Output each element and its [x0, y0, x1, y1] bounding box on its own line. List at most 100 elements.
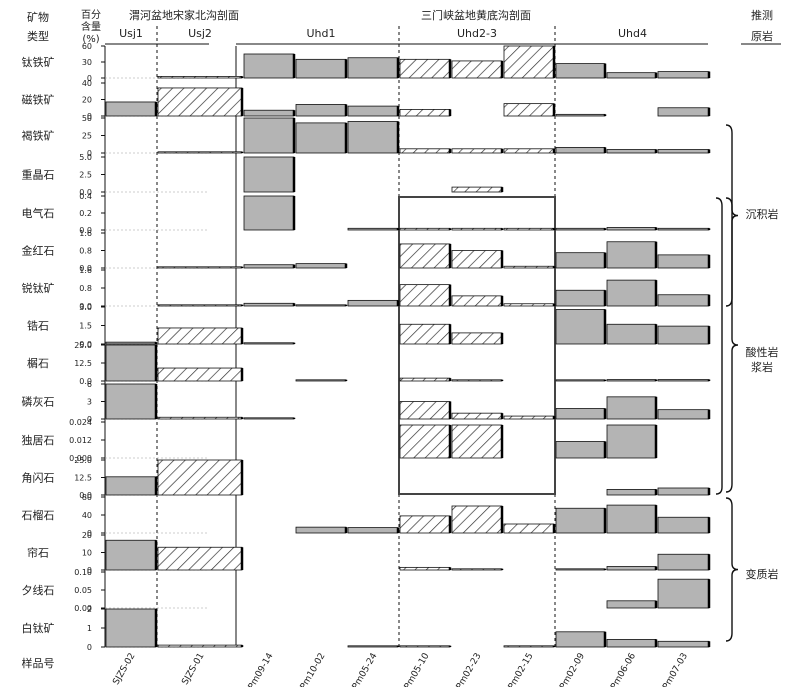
bar-pm05-10 — [399, 424, 451, 459]
tick-label: 50 — [82, 114, 92, 123]
bar-pm02-15 — [503, 645, 555, 648]
bar-sjzs-01 — [157, 327, 243, 345]
bar-pm02-09 — [555, 63, 606, 79]
mineral-type-header-2: 类型 — [27, 29, 49, 43]
bar-pm07-03 — [657, 107, 710, 117]
bar-pm02-09 — [555, 631, 606, 648]
bar-pm05-10 — [399, 566, 451, 571]
chart-bars — [105, 45, 711, 648]
bar-pm07-03 — [657, 71, 710, 79]
bar-pm06-06 — [606, 227, 657, 231]
tick-label: 0 — [87, 566, 92, 575]
bar-pm06-06 — [606, 149, 657, 154]
bar-sjzs-01 — [157, 76, 243, 79]
bar-pm05-10 — [399, 243, 451, 269]
bar-sjzs-02 — [105, 344, 157, 382]
mineral-label: 锆石 — [27, 320, 49, 333]
mineral-label: 磁铁矿 — [22, 94, 55, 107]
bar-pm09-14 — [243, 195, 295, 231]
bar-pm02-09 — [555, 289, 606, 307]
mineral-label: 榍石 — [27, 356, 49, 370]
bar-pm07-03 — [657, 553, 710, 571]
tick-label: 12.5 — [74, 474, 92, 483]
bar-pm10-02 — [295, 263, 347, 269]
bar-pm06-06 — [606, 488, 657, 496]
tick-label: 0.012 — [69, 436, 92, 445]
mineral-label: 独居石 — [22, 434, 55, 447]
tick-label: 0.8 — [79, 247, 92, 256]
mineral-label: 重晶石 — [22, 168, 55, 182]
bar-pm06-06 — [606, 639, 657, 648]
bar-pm05-10 — [399, 377, 451, 382]
protolith-label-0: 沉积岩 — [746, 207, 779, 221]
bar-pm07-03 — [657, 294, 710, 307]
bar-pm02-23 — [451, 148, 503, 154]
tick-label: 20 — [82, 96, 92, 105]
bar-sjzs-01 — [157, 367, 243, 382]
bar-pm05-10 — [399, 645, 451, 648]
sample-label: SJZS-02 — [111, 652, 137, 687]
protolith-brace-1 — [725, 197, 739, 493]
content-header-3: (%) — [82, 34, 99, 45]
bar-sjzs-02 — [105, 383, 157, 420]
sample-label: Pm05-10 — [403, 651, 432, 687]
bar-sjzs-01 — [157, 459, 243, 496]
inferred-header-1: 推测 — [751, 8, 773, 22]
tick-label: 0 — [87, 643, 92, 652]
bar-sjzs-01 — [157, 151, 243, 154]
bar-sjzs-01 — [157, 644, 243, 648]
bar-sjzs-01 — [157, 87, 243, 117]
bar-pm07-03 — [657, 409, 710, 420]
tick-label: 0 — [87, 529, 92, 538]
tick-label: 25.0 — [74, 341, 92, 350]
tick-label: 0 — [87, 112, 92, 121]
bar-pm02-23 — [451, 505, 503, 534]
group-label-usj1: Usj1 — [119, 27, 143, 40]
bar-pm10-02 — [295, 379, 347, 382]
bar-pm06-06 — [606, 600, 657, 609]
group-label-uhd1: Uhd1 — [306, 27, 335, 40]
bar-pm02-09 — [555, 252, 606, 269]
tick-label: 1.5 — [79, 322, 92, 331]
mineral-label: 夕线石 — [22, 583, 55, 597]
mineral-label: 电气石 — [22, 206, 55, 220]
bar-pm05-10 — [399, 148, 451, 154]
mineral-label: 石榴石 — [22, 508, 55, 522]
tick-label: 1.6 — [79, 229, 92, 238]
bar-pm05-10 — [399, 284, 451, 307]
bar-pm09-14 — [243, 53, 295, 79]
protolith-label-2: 变质岩 — [746, 567, 779, 581]
bar-pm02-15 — [503, 523, 555, 534]
bar-pm02-23 — [451, 295, 503, 307]
tick-label: 3.0 — [79, 303, 92, 312]
tick-label: 0.0 — [79, 340, 92, 349]
sample-number-label: 样品号 — [22, 656, 55, 670]
bar-pm02-15 — [503, 45, 555, 79]
tick-label: 0.0 — [79, 226, 92, 235]
bar-pm10-02 — [295, 58, 347, 79]
bar-sjzs-02 — [105, 101, 157, 117]
bar-pm07-03 — [657, 516, 710, 534]
bar-sjzs-02 — [105, 476, 157, 496]
sample-label: Pm05-24 — [351, 651, 380, 687]
bar-pm05-10 — [399, 401, 451, 420]
bar-pm06-06 — [606, 504, 657, 534]
bar-pm05-24 — [347, 645, 399, 648]
bar-pm02-09 — [555, 408, 606, 420]
protolith-label-1: 酸性岩 — [746, 345, 779, 359]
mineral-label: 磷灰石 — [22, 395, 55, 409]
tick-label: 0.8 — [79, 284, 92, 293]
group-label-uhd4: Uhd4 — [618, 27, 647, 40]
bar-pm02-15 — [503, 227, 555, 231]
bar-pm06-06 — [606, 396, 657, 420]
bar-pm02-23 — [451, 412, 503, 420]
tick-label: 0 — [87, 74, 92, 83]
sample-label: Pm07-03 — [661, 652, 690, 687]
mineral-label: 角闪石 — [22, 471, 55, 485]
tick-label: 80 — [82, 493, 92, 502]
bar-pm06-06 — [606, 72, 657, 79]
bar-sjzs-02 — [105, 341, 157, 345]
bar-sjzs-01 — [157, 416, 243, 420]
mineral-label: 锐钛矿 — [22, 281, 55, 295]
